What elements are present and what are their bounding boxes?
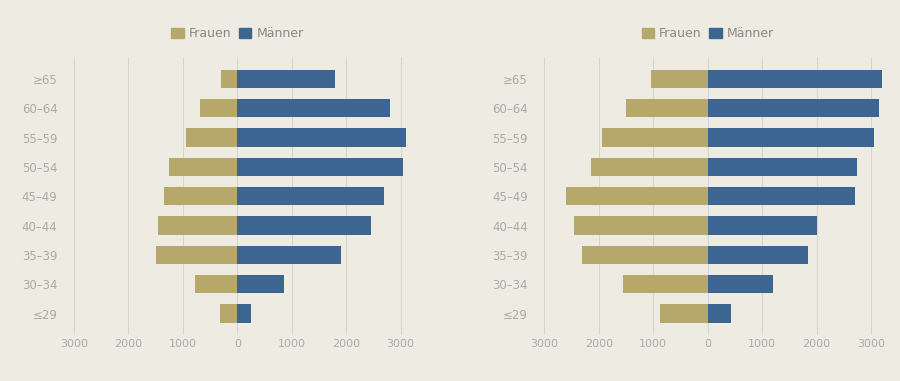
Bar: [624, 275, 707, 293]
Bar: [707, 158, 858, 176]
Bar: [601, 128, 707, 147]
Legend: Frauen, Männer: Frauen, Männer: [636, 22, 778, 45]
Bar: [238, 158, 403, 176]
Bar: [707, 275, 773, 293]
Bar: [238, 70, 336, 88]
Bar: [185, 128, 238, 147]
Bar: [238, 187, 384, 205]
Bar: [238, 246, 341, 264]
Bar: [238, 99, 390, 117]
Bar: [169, 158, 238, 176]
Bar: [626, 99, 707, 117]
Bar: [660, 304, 707, 323]
Bar: [238, 275, 284, 293]
Bar: [707, 99, 879, 117]
Bar: [158, 216, 238, 235]
Bar: [574, 216, 707, 235]
Bar: [707, 304, 731, 323]
Bar: [220, 304, 238, 323]
Bar: [238, 304, 251, 323]
Bar: [590, 158, 707, 176]
Bar: [707, 128, 874, 147]
Bar: [707, 70, 900, 88]
Bar: [221, 70, 238, 88]
Bar: [707, 246, 808, 264]
Bar: [238, 216, 371, 235]
Bar: [238, 128, 406, 147]
Bar: [582, 246, 707, 264]
Bar: [651, 70, 707, 88]
Bar: [156, 246, 238, 264]
Bar: [707, 187, 855, 205]
Bar: [164, 187, 238, 205]
Bar: [707, 216, 816, 235]
Bar: [200, 99, 238, 117]
Bar: [566, 187, 707, 205]
Bar: [194, 275, 238, 293]
Legend: Frauen, Männer: Frauen, Männer: [166, 22, 309, 45]
